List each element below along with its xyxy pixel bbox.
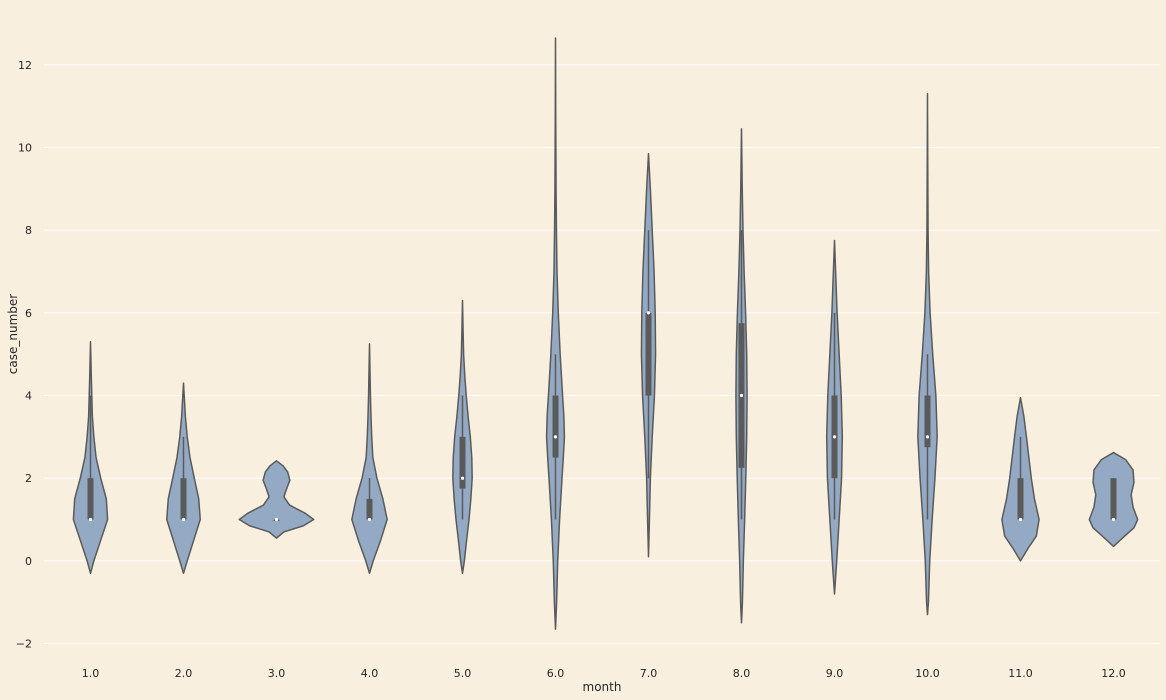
y-tick-label: 8 [25,224,32,237]
plot-area [44,7,1160,658]
violin-median [925,435,930,439]
violin-iqr-box [366,498,373,520]
y-tick-labels: −2 0 2 4 6 8 10 12 [16,59,32,651]
y-tick-label: 10 [18,142,32,155]
violin-iqr-box [180,478,187,520]
violin-3.0 [238,460,315,539]
violin-12.0 [1088,451,1139,548]
y-gridlines [44,64,1160,645]
violin-iqr-box [1017,478,1024,520]
violin-11.0 [1001,396,1040,562]
violin-median [646,311,651,315]
violin-median [181,517,186,522]
x-tick-labels: 1.0 2.0 3.0 4.0 5.0 6.0 7.0 8.0 9.0 10.0 11.0 12.0 [82,667,1126,680]
violin-median [88,517,93,522]
violin-iqr-box [459,436,466,489]
violin-median [274,517,279,522]
x-tick-label: 11.0 [1008,667,1033,680]
y-tick-label: 2 [25,472,32,485]
violin-2.0 [166,382,201,575]
violin-6.0 [545,37,566,630]
violins [72,37,1139,630]
y-tick-label: 6 [25,307,32,320]
y-axis-label: case_number [6,294,20,374]
violin-10.0 [917,93,938,616]
violin-median [553,435,558,439]
y-tick-label: 12 [18,59,32,72]
x-tick-label: 1.0 [82,667,100,680]
x-tick-label: 12.0 [1101,667,1126,680]
violin-8.0 [735,128,748,624]
x-tick-label: 6.0 [547,667,565,680]
violin-5.0 [452,299,473,575]
x-tick-label: 3.0 [268,667,286,680]
x-tick-label: 2.0 [175,667,193,680]
x-tick-label: 10.0 [915,667,940,680]
violin-median [1018,517,1023,522]
x-axis-label: month [583,680,622,694]
y-tick-label: −2 [16,638,32,651]
x-tick-label: 5.0 [454,667,472,680]
y-tick-label: 4 [25,390,32,403]
violin-iqr-box [87,478,94,520]
violin-iqr-box [645,312,652,396]
violin-iqr-box [552,395,559,458]
x-tick-label: 9.0 [826,667,844,680]
violin-median [1111,517,1116,522]
violin-median [460,476,465,480]
violin-iqr-box [924,395,931,448]
violin-body [545,37,566,630]
violin-iqr-box [1110,478,1117,520]
violin-body [351,343,388,575]
violin-9.0 [825,239,844,595]
x-tick-label: 7.0 [640,667,658,680]
x-tick-label: 8.0 [733,667,751,680]
x-tick-label: 4.0 [361,667,379,680]
violin-median [739,393,744,398]
violin-body [238,460,315,539]
violin-median [832,435,837,439]
violin-7.0 [640,152,657,558]
violin-4.0 [351,343,388,575]
violin-1.0 [72,341,109,575]
violin-median [367,517,372,522]
y-tick-label: 0 [25,555,32,568]
